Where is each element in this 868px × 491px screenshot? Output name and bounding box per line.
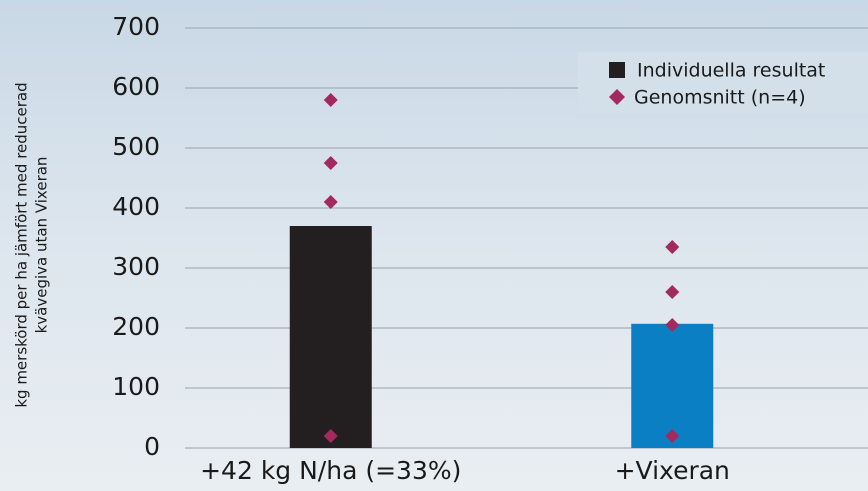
y-tick-label: 300 — [112, 252, 160, 281]
y-tick-label: 500 — [112, 132, 160, 161]
y-tick-label: 600 — [112, 72, 160, 101]
y-tick-label: 200 — [112, 312, 160, 341]
y-axis-label: kg merskörd per ha jämfört med reducerad — [13, 82, 31, 407]
bar — [290, 226, 372, 448]
x-tick-label: +Vixeran — [615, 456, 730, 485]
y-tick-label: 100 — [112, 372, 160, 401]
y-axis-label: kvävegiva utan Vixeran — [33, 157, 51, 334]
chart: kg merskörd per ha jämfört med reducerad… — [0, 0, 868, 491]
y-tick-label: 400 — [112, 192, 160, 221]
y-tick-label: 0 — [144, 432, 160, 461]
x-tick-label: +42 kg N/ha (=33%) — [200, 456, 461, 485]
y-tick-label: 700 — [112, 12, 160, 41]
legend-label: Individuella resultat — [637, 60, 825, 82]
legend-label: Genomsnitt (n=4) — [634, 87, 806, 109]
legend-swatch — [609, 62, 625, 78]
